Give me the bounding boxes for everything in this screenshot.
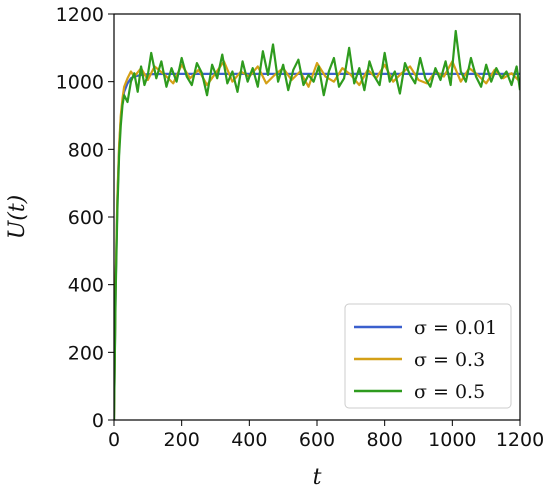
- y-axis-label: U(t): [5, 195, 30, 240]
- legend-label-1: σ = 0.3: [414, 349, 485, 371]
- y-tick-label-6: 1200: [56, 4, 104, 26]
- x-tick-label-6: 1200: [496, 429, 544, 451]
- legend-label-0: σ = 0.01: [414, 317, 497, 339]
- x-axis-label: t: [313, 465, 322, 490]
- legend: σ = 0.01 σ = 0.3 σ = 0.5: [344, 303, 512, 409]
- axis-ticks: 0 200 400 600 800 1000 1200 0 200 400 600 800 1000 12…: [56, 4, 545, 451]
- x-tick-label-5: 1000: [428, 429, 476, 451]
- x-tick-label-4: 800: [367, 429, 403, 451]
- legend-label-2: σ = 0.5: [414, 381, 485, 403]
- x-tick-label-1: 200: [164, 429, 200, 451]
- x-tick-label-0: 0: [108, 429, 120, 451]
- y-tick-label-5: 1000: [56, 72, 104, 94]
- y-tick-label-3: 600: [68, 207, 104, 229]
- legend-box: [344, 303, 512, 409]
- x-tick-label-2: 400: [231, 429, 267, 451]
- plot-lines: [114, 29, 520, 420]
- y-tick-label-4: 800: [68, 139, 104, 161]
- y-tick-label-2: 400: [68, 275, 104, 297]
- series-line-2: [114, 29, 520, 420]
- y-tick-label-1: 200: [68, 342, 104, 364]
- y-tick-label-0: 0: [92, 410, 104, 432]
- x-tick-label-3: 600: [299, 429, 335, 451]
